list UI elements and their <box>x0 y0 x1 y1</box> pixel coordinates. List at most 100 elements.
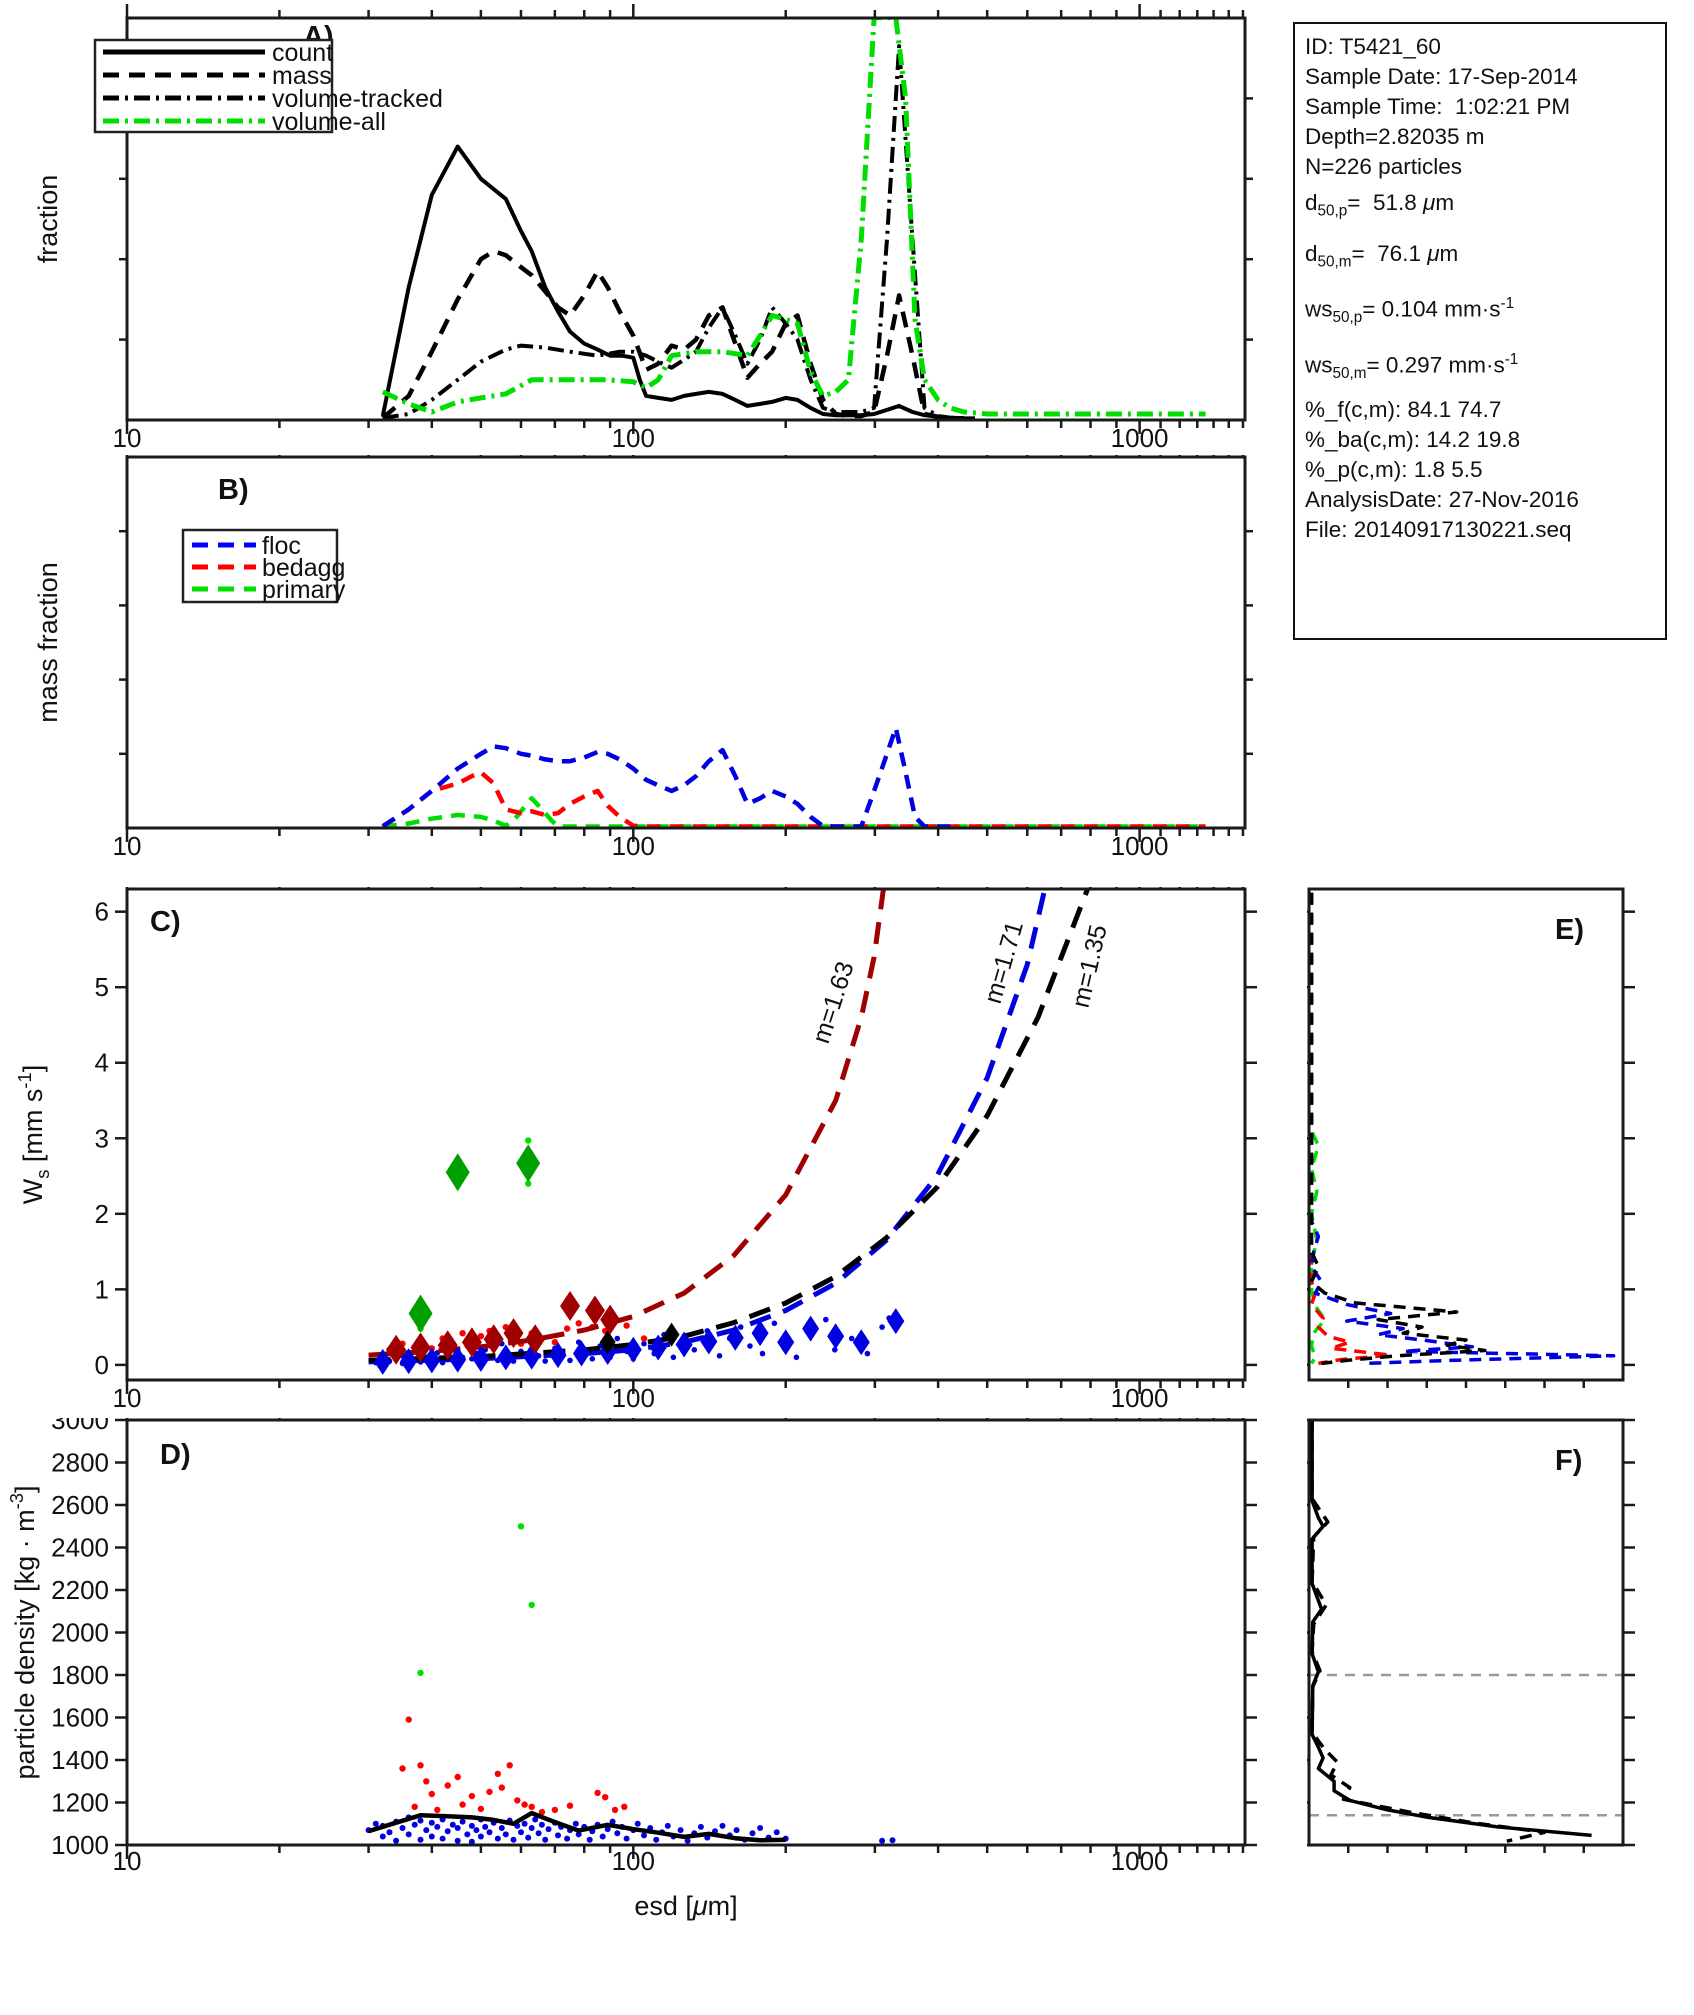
series-group <box>381 725 1206 829</box>
series-group <box>1310 1420 1592 1843</box>
series-group <box>365 1523 896 1845</box>
legend-label-volume-tracked: volume-tracked <box>272 85 443 113</box>
x-tick-labels: 10 100 1000 <box>113 831 1169 861</box>
y-tick-labels: 1000 1200 1400 1600 1800 2000 2200 2400 2600 2800… <box>51 1418 109 1860</box>
x-tick-label: 1000 <box>1111 831 1169 861</box>
series-green-dots <box>417 1137 532 1332</box>
info-line-sample-time: Sample Time: 1:02:21 PM <box>1305 94 1571 119</box>
info-line-depth: Depth=2.82035 m <box>1305 124 1485 149</box>
series-blue-diamonds <box>374 1308 905 1375</box>
series-density-hist-dashed <box>1310 1420 1547 1843</box>
info-line-pct-f: %_f(c,m): 84.1 74.7 <box>1305 397 1502 422</box>
y-axis-label: fraction <box>33 175 63 264</box>
x-tick-label: 10 <box>113 1383 142 1413</box>
sample-info-box: ID: T5421_60 Sample Date: 17-Sep-2014 Samp… <box>1293 22 1667 640</box>
series-volume-tracked <box>382 44 965 421</box>
axis-ticks <box>1307 1418 1635 1853</box>
panel-f-density-histogram: F) <box>1307 1418 1635 1853</box>
y-tick-label: 5 <box>95 972 109 1002</box>
panel-c-settling-velocity: 10 100 1000 0 1 2 3 4 5 6 m=1.63 m=1.71 m=1.35 C) Ws​ … <box>14 887 1257 1413</box>
series-count <box>380 144 975 421</box>
series-black-diamonds <box>599 1322 680 1355</box>
series-group <box>1309 892 1616 1366</box>
legend-label-mass: mass <box>272 62 332 90</box>
info-line-sample-date: Sample Date: 17-Sep-2014 <box>1305 64 1578 89</box>
info-line-analysis-date: AnalysisDate: 27-Nov-2016 <box>1305 487 1579 512</box>
x-tick-label: 10 <box>113 1846 142 1876</box>
y-tick-label: 1800 <box>51 1660 109 1690</box>
legend-label-volume-all: volume-all <box>272 108 386 136</box>
info-line-id: ID: T5421_60 <box>1305 34 1441 59</box>
series-floc <box>381 725 950 829</box>
legend-label-floc: floc <box>262 532 301 560</box>
y-tick-label: 1600 <box>51 1703 109 1733</box>
legend-label-bedagg: bedagg <box>262 554 345 582</box>
x-tick-label: 10 <box>113 423 142 453</box>
legend-label-primary: primary <box>262 576 346 604</box>
y-axis-label: Ws​ [mm s-1​] <box>14 1065 53 1205</box>
y-axis-label: mass fraction <box>33 562 63 723</box>
info-line-file: File: 20140917130221.seq <box>1305 517 1572 542</box>
x-tick-labels: 10 100 1000 <box>113 1846 1169 1876</box>
y-tick-label: 1000 <box>51 1830 109 1860</box>
panel-letter: C) <box>150 906 181 938</box>
series-fit-floc <box>368 888 1048 1365</box>
x-tick-label: 1000 <box>1111 1846 1169 1876</box>
annotation-m=1.71: m=1.71 <box>979 918 1029 1007</box>
panel-letter: D) <box>160 1439 191 1471</box>
panel-a-fraction-psd: 10 100 1000A)fractioncountmassvolume-track… <box>33 4 1253 453</box>
series-all-hist <box>1309 892 1487 1366</box>
y-tick-label: 1200 <box>51 1788 109 1818</box>
y-tick-label: 4 <box>95 1048 109 1078</box>
x-tick-label: 1000 <box>1111 1383 1169 1413</box>
panel-letter: B) <box>218 474 249 506</box>
x-tick-label: 10 <box>113 831 142 861</box>
y-tick-label: 2800 <box>51 1448 109 1478</box>
y-tick-label: 2 <box>95 1199 109 1229</box>
panel-letter: E) <box>1555 914 1584 946</box>
series-mass <box>381 248 965 421</box>
info-line-n-particles: N=226 particles <box>1305 154 1462 179</box>
y-tick-label: 1 <box>95 1274 109 1304</box>
series-green-diamonds <box>408 1144 541 1333</box>
axis-ticks <box>119 455 1253 842</box>
y-tick-label: 0 <box>95 1350 109 1380</box>
info-line-d50p: d50,p= 51.8 μm <box>1305 190 1455 220</box>
y-tick-label: 3 <box>95 1123 109 1153</box>
x-axis-label: esd [μm] <box>634 1891 737 1921</box>
y-axis-label: particle density [kg · m-3​] <box>6 1486 40 1780</box>
series-volume-all <box>381 17 1206 417</box>
series-fit-bedagg <box>368 888 886 1358</box>
x-tick-labels: 10 100 1000 <box>113 423 1169 453</box>
y-tick-label: 2600 <box>51 1490 109 1520</box>
info-line-pct-ba: %_ba(c,m): 14.2 19.8 <box>1305 427 1521 452</box>
series-group <box>380 17 1206 421</box>
plot-frame <box>125 1418 1247 1847</box>
axis-ticks <box>115 887 1257 1394</box>
annotation-m=1.63: m=1.63 <box>807 958 860 1047</box>
axis-ticks <box>115 1418 1257 1859</box>
reference-lines <box>1309 1673 1623 1817</box>
y-tick-label: 2200 <box>51 1575 109 1605</box>
panel-letter: F) <box>1555 1445 1582 1477</box>
series-green-dots <box>417 1523 535 1677</box>
panel-e-ws-histogram: E) <box>1307 887 1635 1388</box>
legend-label-count: count <box>272 39 333 67</box>
plot-frame <box>125 16 1247 422</box>
x-tick-label: 100 <box>612 1846 655 1876</box>
panel-b-mass-fraction: 10 100 1000 B) mass fraction flocbedaggprimar… <box>33 455 1253 861</box>
info-line-d50m: d50,m= 76.1 μm <box>1305 240 1459 271</box>
y-tick-label: 2000 <box>51 1618 109 1648</box>
series-bedagg <box>381 770 1206 829</box>
info-line-pct-p: %_p(c,m): 1.8 5.5 <box>1305 457 1483 482</box>
x-tick-labels: 10 100 1000 <box>113 1383 1169 1413</box>
plot-frame <box>125 887 1247 1382</box>
plot-frame <box>125 455 1247 830</box>
y-tick-label: 2400 <box>51 1533 109 1563</box>
series-median-line <box>367 1810 786 1843</box>
series-group <box>368 888 1091 1375</box>
legend-box <box>181 528 339 604</box>
